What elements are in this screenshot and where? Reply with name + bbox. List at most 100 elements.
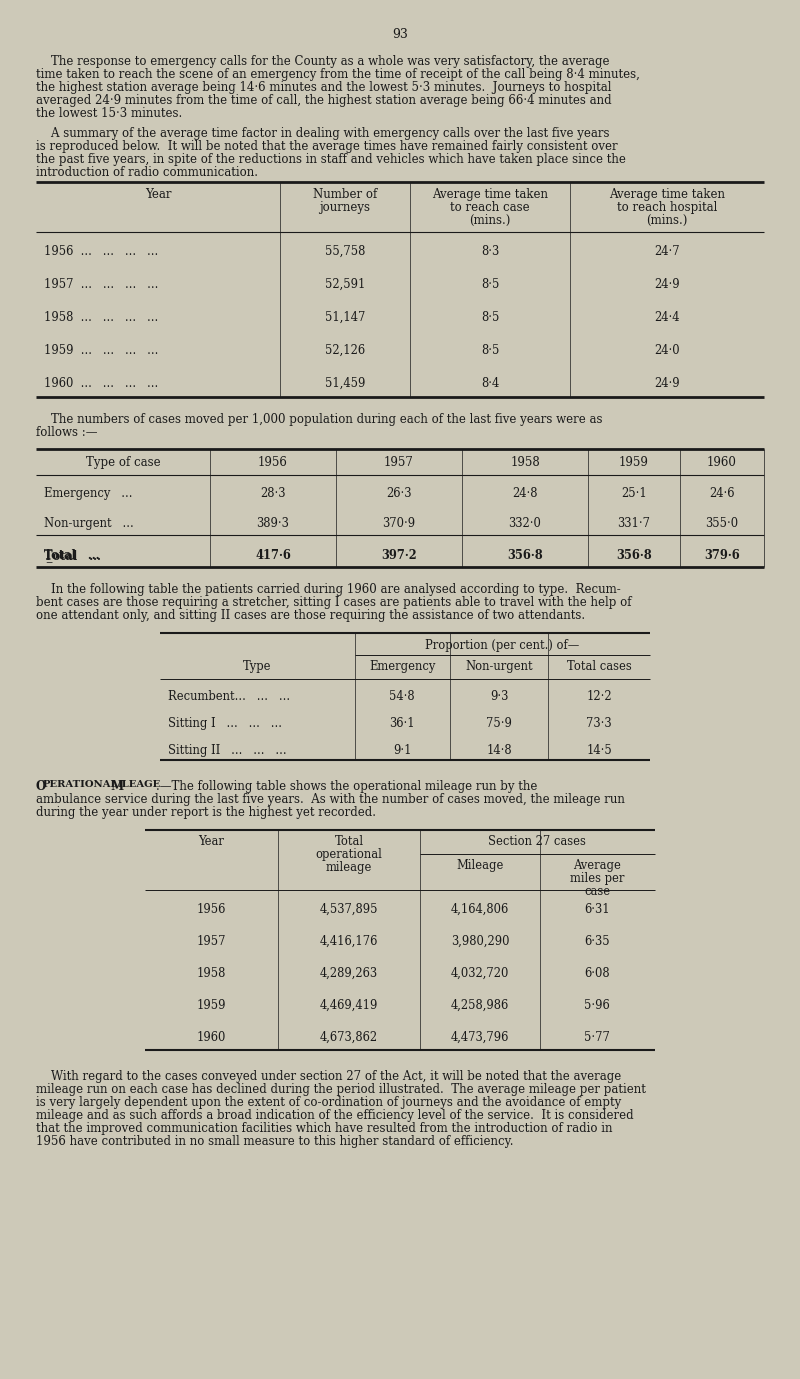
Text: Recumbent...   ...   ...: Recumbent... ... ... [168, 690, 290, 703]
Text: 12·2: 12·2 [586, 690, 612, 703]
Text: Mileage: Mileage [456, 859, 504, 872]
Text: 8·3: 8·3 [481, 245, 499, 258]
Text: Type of case: Type of case [86, 456, 160, 469]
Text: 14·8: 14·8 [486, 745, 512, 757]
Text: Total cases: Total cases [566, 661, 631, 673]
Text: the highest station average being 14·6 minutes and the lowest 5·3 minutes.  Jour: the highest station average being 14·6 m… [36, 81, 611, 94]
Text: 1956 have contributed in no small measure to this higher standard of efficiency.: 1956 have contributed in no small measur… [36, 1135, 514, 1147]
Text: 356·8: 356·8 [507, 549, 543, 563]
Text: 397·2: 397·2 [381, 549, 417, 563]
Text: Emergency   ...: Emergency ... [44, 487, 133, 501]
Text: 332·0: 332·0 [509, 517, 542, 530]
Text: 24·4: 24·4 [654, 312, 680, 324]
Text: (mins.): (mins.) [470, 214, 510, 228]
Text: In the following table the patients carried during 1960 are analysed according t: In the following table the patients carr… [36, 583, 621, 596]
Text: 355·0: 355·0 [706, 517, 738, 530]
Text: Proportion (per cent.) of—: Proportion (per cent.) of— [425, 638, 579, 652]
Text: 36·1: 36·1 [389, 717, 415, 729]
Text: 75·9: 75·9 [486, 717, 512, 729]
Text: The response to emergency calls for the County as a whole was very satisfactory,: The response to emergency calls for the … [36, 55, 610, 68]
Text: Total: Total [334, 836, 363, 848]
Text: M: M [107, 781, 124, 793]
Text: is very largely dependent upon the extent of co-ordination of journeys and the a: is very largely dependent upon the exten… [36, 1096, 622, 1109]
Text: Section 27 cases: Section 27 cases [488, 836, 586, 848]
Text: 24·0: 24·0 [654, 343, 680, 357]
Text: 51,147: 51,147 [325, 312, 365, 324]
Text: 4,469,419: 4,469,419 [320, 998, 378, 1012]
Text: 1958: 1958 [196, 967, 226, 980]
Text: 9·3: 9·3 [490, 690, 508, 703]
Text: 73·3: 73·3 [586, 717, 612, 729]
Text: Average time taken: Average time taken [432, 188, 548, 201]
Text: bent cases are those requiring a stretcher, sitting I cases are patients able to: bent cases are those requiring a stretch… [36, 596, 631, 610]
Text: 9·1: 9·1 [393, 745, 411, 757]
Text: Total   ...: Total ... [44, 549, 99, 563]
Text: PERATIONAL: PERATIONAL [43, 781, 118, 789]
Text: 389·3: 389·3 [257, 517, 290, 530]
Text: .—The following table shows the operational mileage run by the: .—The following table shows the operatio… [156, 781, 538, 793]
Text: one attendant only, and sitting II cases are those requiring the assistance of t: one attendant only, and sitting II cases… [36, 610, 585, 622]
Text: case: case [584, 885, 610, 898]
Text: to reach hospital: to reach hospital [617, 201, 717, 214]
Text: 6·31: 6·31 [584, 903, 610, 916]
Text: 8·5: 8·5 [481, 279, 499, 291]
Text: 417·6: 417·6 [255, 549, 291, 563]
Text: 3,980,290: 3,980,290 [450, 935, 510, 947]
Text: 54·8: 54·8 [389, 690, 415, 703]
Text: Number of: Number of [313, 188, 377, 201]
Text: introduction of radio communication.: introduction of radio communication. [36, 165, 258, 179]
Text: 52,126: 52,126 [325, 343, 365, 357]
Text: 8·5: 8·5 [481, 343, 499, 357]
Text: 1958: 1958 [510, 456, 540, 469]
Text: the lowest 15·3 minutes.: the lowest 15·3 minutes. [36, 108, 182, 120]
Text: operational: operational [315, 848, 382, 860]
Text: (mins.): (mins.) [646, 214, 688, 228]
Text: 356·8: 356·8 [616, 549, 652, 563]
Text: 1960  ...   ...   ...   ...: 1960 ... ... ... ... [44, 376, 158, 390]
Text: Emergency: Emergency [369, 661, 435, 673]
Text: 24·7: 24·7 [654, 245, 680, 258]
Text: Sitting I   ...   ...   ...: Sitting I ... ... ... [168, 717, 282, 729]
Text: 26·3: 26·3 [386, 487, 412, 501]
Text: 4,473,796: 4,473,796 [451, 1031, 509, 1044]
Text: during the year under report is the highest yet recorded.: during the year under report is the high… [36, 805, 376, 819]
Text: mileage: mileage [326, 860, 372, 874]
Text: Type: Type [242, 661, 271, 673]
Text: Year: Year [145, 188, 171, 201]
Text: mileage and as such affords a broad indication of the efficiency level of the se: mileage and as such affords a broad indi… [36, 1109, 634, 1123]
Text: journeys: journeys [319, 201, 370, 214]
Text: 52,591: 52,591 [325, 279, 365, 291]
Text: 5·77: 5·77 [584, 1031, 610, 1044]
Text: 4,416,176: 4,416,176 [320, 935, 378, 947]
Text: 1956  ...   ...   ...   ...: 1956 ... ... ... ... [44, 245, 158, 258]
Text: 8·5: 8·5 [481, 312, 499, 324]
Text: Year: Year [198, 836, 224, 848]
Text: Average time taken: Average time taken [609, 188, 725, 201]
Text: to reach case: to reach case [450, 201, 530, 214]
Text: 4,673,862: 4,673,862 [320, 1031, 378, 1044]
Text: 55,758: 55,758 [325, 245, 365, 258]
Text: 24·9: 24·9 [654, 279, 680, 291]
Text: Average: Average [573, 859, 621, 872]
Text: A summary of the average time factor in dealing with emergency calls over the la: A summary of the average time factor in … [36, 127, 610, 141]
Text: 331·7: 331·7 [618, 517, 650, 530]
Text: ILEAGE: ILEAGE [118, 781, 162, 789]
Text: averaged 24·9 minutes from the time of call, the highest station average being 6: averaged 24·9 minutes from the time of c… [36, 94, 612, 108]
Text: 1960: 1960 [196, 1031, 226, 1044]
Text: 1956: 1956 [258, 456, 288, 469]
Text: follows :—: follows :— [36, 426, 98, 439]
Text: 4,164,806: 4,164,806 [451, 903, 509, 916]
Text: 14·5: 14·5 [586, 745, 612, 757]
Text: T̲otal   ...: T̲otal ... [44, 549, 101, 563]
Text: 28·3: 28·3 [260, 487, 286, 501]
Text: the past five years, in spite of the reductions in staff and vehicles which have: the past five years, in spite of the red… [36, 153, 626, 165]
Text: 1959: 1959 [196, 998, 226, 1012]
Text: 1957: 1957 [196, 935, 226, 947]
Text: 5·96: 5·96 [584, 998, 610, 1012]
Text: 370·9: 370·9 [382, 517, 415, 530]
Text: With regard to the cases conveyed under section 27 of the Act, it will be noted : With regard to the cases conveyed under … [36, 1070, 622, 1083]
Text: 1959: 1959 [619, 456, 649, 469]
Text: 24·6: 24·6 [710, 487, 734, 501]
Text: 1956: 1956 [196, 903, 226, 916]
Text: 1957: 1957 [384, 456, 414, 469]
